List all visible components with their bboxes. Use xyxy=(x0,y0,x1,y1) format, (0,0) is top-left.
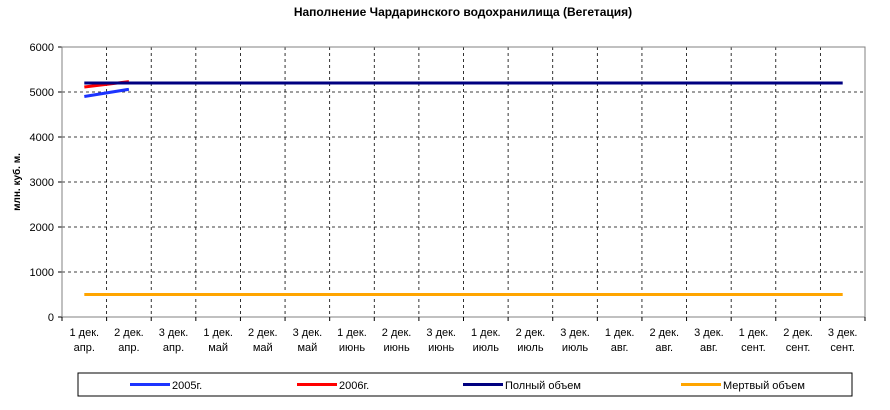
x-tick-label-line: 3 дек. xyxy=(694,327,724,339)
x-tick-label-line: апр. xyxy=(163,342,184,354)
x-tick-label: 1 дек. апр. xyxy=(70,327,100,354)
x-tick-label-line: сент. xyxy=(786,342,811,354)
x-tick-label: 2 дек. июль xyxy=(516,327,546,354)
x-tick-label: 1 дек. май xyxy=(203,327,233,354)
x-tick-label-line: июнь xyxy=(339,342,365,354)
x-tick-label-line: 2 дек. xyxy=(516,327,546,339)
x-tick-label: 2 дек. сент. xyxy=(783,327,813,354)
x-tick-label: 2 дек. апр. xyxy=(114,327,144,354)
x-tick-label-line: сент. xyxy=(830,342,855,354)
x-tick-label-line: авг. xyxy=(655,342,673,354)
x-tick-label: 3 дек. июль xyxy=(560,327,590,354)
x-tick-label-line: май xyxy=(297,342,317,354)
y-axis-label: млн. куб. м. xyxy=(11,153,23,211)
x-tick-label-line: 1 дек. xyxy=(471,327,501,339)
x-tick-label-line: 1 дек. xyxy=(337,327,367,339)
y-tick-label: 0 xyxy=(48,312,54,324)
x-tick-label-line: 1 дек. xyxy=(203,327,233,339)
x-tick-label: 3 дек. сент. xyxy=(828,327,858,354)
x-tick-label-line: 2 дек. xyxy=(649,327,679,339)
y-tick-label: 1000 xyxy=(30,267,54,279)
x-tick-label-line: июнь xyxy=(428,342,454,354)
x-tick-label-line: май xyxy=(208,342,228,354)
series-line xyxy=(84,87,130,98)
legend-label: Полный объем xyxy=(505,380,581,392)
x-tick-label-line: май xyxy=(253,342,273,354)
x-tick-label: 2 дек. июнь xyxy=(382,327,412,354)
x-tick-label-line: 3 дек. xyxy=(293,327,323,339)
x-tick-label-line: апр. xyxy=(74,342,95,354)
x-tick-label-line: июль xyxy=(517,342,544,354)
x-tick-label-line: авг. xyxy=(700,342,718,354)
y-tick-label: 5000 xyxy=(30,87,54,99)
x-tick-label-line: 3 дек. xyxy=(159,327,189,339)
x-tick-label: 1 дек. июль xyxy=(471,327,501,354)
x-tick-label-line: 2 дек. xyxy=(783,327,813,339)
x-tick-label-line: июль xyxy=(562,342,589,354)
x-tick-label: 2 дек. май xyxy=(248,327,278,354)
x-tick-label-line: 2 дек. xyxy=(248,327,278,339)
x-tick-label-line: июль xyxy=(473,342,500,354)
y-tick-label: 4000 xyxy=(30,132,54,144)
legend-label: 2005г. xyxy=(172,380,202,392)
x-tick-label: 2 дек. авг. xyxy=(649,327,679,354)
x-tick-label-line: 3 дек. xyxy=(560,327,590,339)
x-tick-label: 1 дек. авг. xyxy=(605,327,635,354)
x-tick-label-line: апр. xyxy=(118,342,139,354)
chart-title: Наполнение Чардаринского водохранилища (… xyxy=(294,5,632,19)
x-tick-label-line: 1 дек. xyxy=(605,327,635,339)
x-tick-label-line: авг. xyxy=(611,342,629,354)
x-tick-label: 1 дек. июнь xyxy=(337,327,367,354)
legend-label: Мертвый объем xyxy=(723,380,805,392)
y-tick-label: 3000 xyxy=(30,177,54,189)
x-tick-label-line: 2 дек. xyxy=(382,327,412,339)
x-tick-label-line: сент. xyxy=(741,342,766,354)
x-tick-label-line: 1 дек. xyxy=(70,327,100,339)
x-tick-label-line: 3 дек. xyxy=(426,327,456,339)
x-tick-label: 3 дек. июнь xyxy=(426,327,456,354)
legend-label: 2006г. xyxy=(339,380,369,392)
x-tick-label-line: июнь xyxy=(383,342,409,354)
x-tick-label-line: 3 дек. xyxy=(828,327,858,339)
x-tick-label-line: 1 дек. xyxy=(739,327,769,339)
x-tick-label: 3 дек. май xyxy=(293,327,323,354)
x-tick-label: 1 дек. сент. xyxy=(739,327,769,354)
y-tick-label: 2000 xyxy=(30,222,54,234)
x-tick-label: 3 дек. апр. xyxy=(159,327,189,354)
x-tick-label-line: 2 дек. xyxy=(114,327,144,339)
x-tick-label: 3 дек. авг. xyxy=(694,327,724,354)
y-tick-label: 6000 xyxy=(30,42,54,54)
legend-box xyxy=(77,372,853,397)
